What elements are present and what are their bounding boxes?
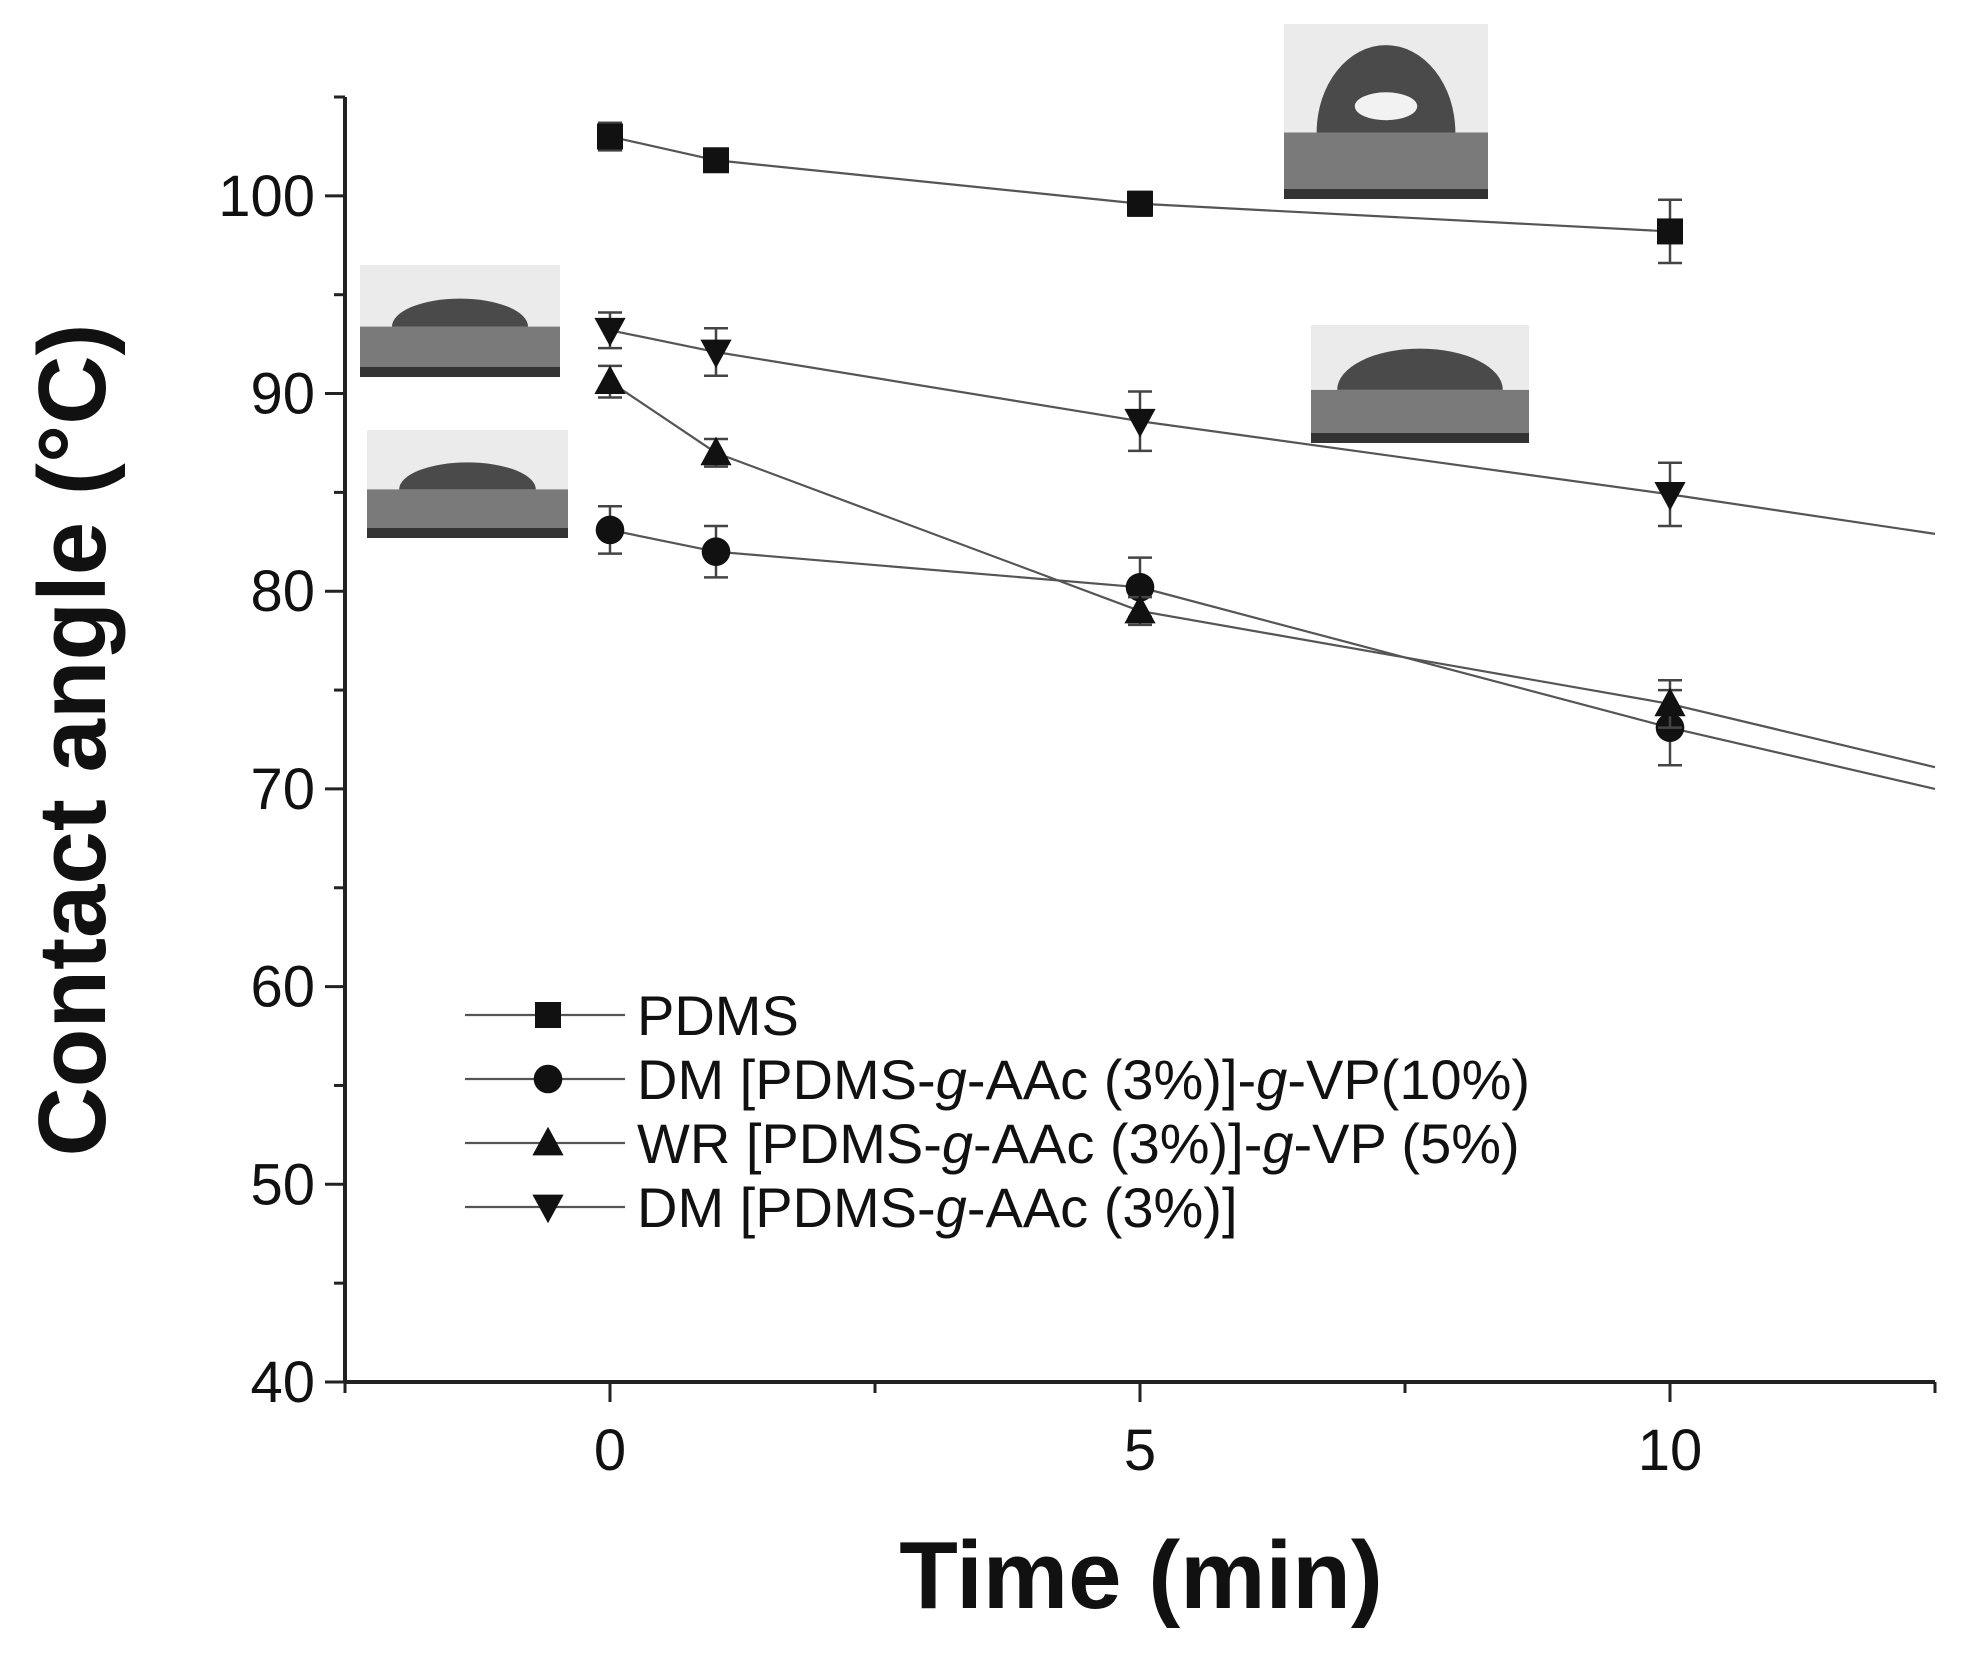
legend-part: -AAc (3%)]-	[973, 1112, 1262, 1175]
data-point	[594, 317, 626, 347]
legend-item-1: PDMS	[465, 984, 799, 1047]
wr-vp5-droplet-substrate-edge	[367, 528, 568, 538]
legend-italic-part: g	[1262, 1112, 1293, 1175]
data-point	[1125, 572, 1155, 602]
legend-marker	[532, 1194, 564, 1224]
legend-marker	[535, 1002, 561, 1028]
x-tick-label: 5	[1124, 1418, 1156, 1483]
y-tick-label: 50	[250, 1152, 315, 1217]
pdms-droplet-substrate-edge	[1284, 189, 1488, 199]
legend-part: -AAc (3%)]-	[967, 1048, 1256, 1111]
legend-italic-part: g	[936, 1176, 967, 1239]
series-4	[594, 311, 1936, 535]
legend-part: DM [PDMS-	[637, 1176, 936, 1239]
legend-part: -AAc (3%)]	[967, 1176, 1238, 1239]
legend-label: PDMS	[637, 984, 799, 1047]
legend-part: WR [PDMS-	[637, 1112, 942, 1175]
legend-part: -VP (5%)	[1294, 1112, 1520, 1175]
dm-aac-droplet-substrate-edge	[360, 367, 560, 377]
dm-vp10-droplet	[1311, 325, 1529, 443]
data-point	[597, 123, 623, 150]
dm-vp10-droplet-substrate-edge	[1311, 433, 1529, 443]
legend-label: DM [PDMS-g-AAc (3%)]	[637, 1176, 1238, 1239]
legend-label: WR [PDMS-g-AAc (3%)]-g-VP (5%)	[637, 1112, 1520, 1175]
dm-aac-droplet	[360, 265, 560, 377]
y-tick-label: 80	[250, 559, 315, 624]
x-tick-label: 0	[594, 1418, 626, 1483]
dm-aac-droplet-drop	[392, 298, 528, 327]
legend-marker	[533, 1064, 563, 1094]
pdms-droplet-substrate	[1284, 132, 1488, 199]
x-tick-label: 10	[1638, 1418, 1703, 1483]
pdms-droplet-drop	[1316, 45, 1456, 133]
legend-item-3: WR [PDMS-g-AAc (3%)]-g-VP (5%)	[465, 1112, 1520, 1175]
axes: 40 50 60 70 80 90 100 0 5 10	[218, 95, 1937, 1483]
pdms-droplet-highlight	[1354, 92, 1418, 121]
data-point	[700, 339, 732, 369]
x-axis-title: Time (min)	[899, 1522, 1383, 1629]
legend-item-4: DM [PDMS-g-AAc (3%)]	[465, 1176, 1238, 1239]
series-2	[595, 504, 1936, 790]
y-tick-label: 100	[218, 164, 315, 229]
series-line	[609, 528, 1936, 790]
data-point	[703, 147, 729, 174]
data-point	[1124, 594, 1156, 624]
series-line	[609, 135, 1671, 233]
series-layer	[594, 121, 1936, 790]
y-tick-label: 60	[250, 955, 315, 1020]
legend-marker	[532, 1126, 564, 1156]
data-point	[1654, 687, 1686, 717]
data-point	[1127, 190, 1153, 217]
legend-part: -VP(10%)	[1287, 1048, 1530, 1111]
series-line	[609, 329, 1936, 535]
wr-vp5-droplet-drop	[399, 462, 536, 490]
legend-part: DM [PDMS-	[637, 1048, 936, 1111]
data-point	[1654, 482, 1686, 511]
data-point	[594, 365, 626, 395]
data-point	[701, 537, 731, 566]
data-point	[595, 515, 625, 545]
data-point	[700, 436, 732, 466]
droplet-images	[360, 24, 1529, 538]
legend-item-2: DM [PDMS-g-AAc (3%)]-g-VP(10%)	[465, 1048, 1530, 1111]
y-tick-label: 40	[250, 1350, 315, 1415]
y-tick-label: 90	[250, 362, 315, 427]
pdms-droplet	[1284, 24, 1488, 199]
dm-vp10-droplet-drop	[1337, 348, 1503, 390]
legend-italic-part: g	[942, 1112, 973, 1175]
legend-italic-part: g	[936, 1048, 967, 1111]
data-point	[1124, 408, 1156, 438]
legend-part: PDMS	[637, 984, 799, 1047]
y-axis-title: Contact angle (°C)	[19, 323, 126, 1156]
series-1	[597, 121, 1683, 265]
y-tick-label: 70	[250, 757, 315, 822]
series-3	[594, 364, 1936, 769]
legend-italic-part: g	[1256, 1048, 1287, 1111]
data-point	[1657, 218, 1683, 245]
wr-vp5-droplet	[367, 430, 568, 538]
legend-label: DM [PDMS-g-AAc (3%)]-g-VP(10%)	[637, 1048, 1530, 1111]
